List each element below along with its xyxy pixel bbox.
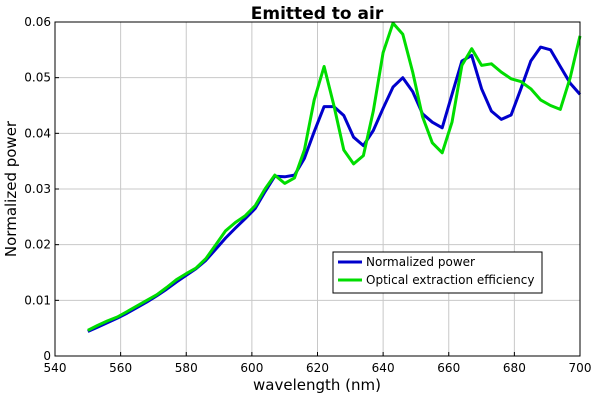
x-tick-label: 700 [569, 361, 592, 375]
x-axis-ticks: 540 560 580 600 620 640 660 680 700 [44, 352, 592, 375]
x-axis-label: wavelength (nm) [253, 376, 381, 394]
chart-title: Emitted to air [251, 4, 384, 24]
legend-label-normalized-power: Normalized power [366, 255, 475, 269]
grid-lines [55, 22, 580, 356]
x-tick-label: 600 [240, 361, 263, 375]
x-tick-label: 580 [175, 361, 198, 375]
x-tick-label: 660 [437, 361, 460, 375]
y-tick-label: 0.02 [24, 238, 51, 252]
y-tick-label: 0.06 [24, 15, 51, 29]
x-tick-label: 540 [44, 361, 67, 375]
series-line-optical-extraction-efficiency [87, 21, 582, 332]
x-tick-label: 560 [109, 361, 132, 375]
legend-label-optical-extraction-efficiency: Optical extraction efficiency [366, 273, 534, 287]
y-axis-label: Normalized power [2, 120, 20, 257]
y-tick-label: 0.05 [24, 71, 51, 85]
series-layer [87, 21, 582, 333]
y-tick-label: 0.04 [24, 126, 51, 140]
y-axis-ticks: 0 0.01 0.02 0.03 0.04 0.05 0.06 [24, 15, 59, 363]
legend-box [332, 251, 543, 294]
x-tick-label: 680 [503, 361, 526, 375]
legend: Normalized power Optical extraction effi… [332, 251, 543, 294]
x-tick-label: 640 [372, 361, 395, 375]
y-tick-label: 0.03 [24, 182, 51, 196]
x-tick-label: 620 [306, 361, 329, 375]
y-tick-label: 0 [43, 349, 51, 363]
y-tick-label: 0.01 [24, 293, 51, 307]
